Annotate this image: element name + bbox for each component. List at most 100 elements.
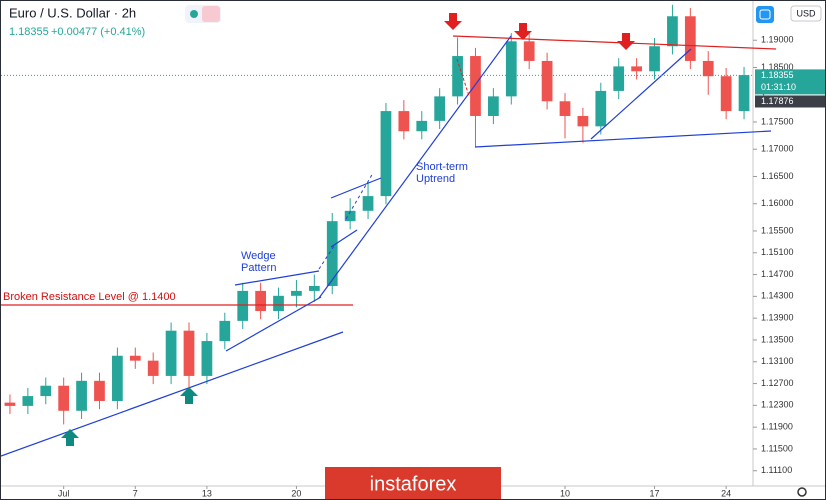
x-tick-label: 7	[133, 488, 138, 498]
up-arrows	[61, 387, 198, 446]
watermark: instaforex	[370, 473, 457, 495]
x-tick-label: 20	[291, 488, 301, 498]
y-tick-label: 1.12300	[761, 400, 794, 410]
candle-body	[684, 16, 696, 61]
candle-body	[4, 402, 16, 406]
candle-body	[147, 360, 159, 376]
y-tick-label: 1.11500	[761, 443, 793, 453]
candles	[4, 4, 750, 425]
x-tick-label: 24	[721, 488, 731, 498]
arrow-up	[180, 387, 198, 404]
candle-body	[76, 380, 87, 411]
candle-body	[237, 290, 249, 321]
prev-price-label: 1.17876	[761, 96, 794, 106]
candle-body	[649, 46, 660, 72]
annotation: Pattern	[241, 262, 276, 274]
settings-button[interactable]	[797, 487, 807, 497]
icon	[759, 9, 771, 20]
y-tick-label: 1.16500	[761, 171, 794, 181]
candle-body	[165, 330, 177, 376]
candle-body	[738, 75, 750, 112]
candle-body	[416, 120, 428, 132]
currency-button[interactable]	[790, 5, 822, 22]
candle-body	[470, 56, 481, 116]
y-tick-label: 1.17000	[761, 144, 794, 154]
candle-body	[273, 295, 284, 312]
channel-line	[330, 177, 382, 199]
candle-body	[595, 90, 607, 127]
candle-body	[201, 341, 213, 376]
wedge-line	[234, 270, 320, 286]
annotation: Broken Resistance Level @ 1.1400	[3, 291, 176, 303]
price-label-box	[755, 69, 825, 95]
candle-body	[308, 286, 320, 291]
candle-body	[40, 385, 52, 397]
y-tick-label: 1.17500	[761, 116, 794, 126]
y-tick-label: 1.15500	[761, 225, 794, 235]
candle-body	[505, 41, 517, 97]
prev-price-box	[755, 95, 825, 108]
candle-body	[434, 96, 446, 121]
y-tick-label: 1.12700	[761, 378, 794, 388]
candle-body	[255, 290, 266, 312]
support-line	[474, 130, 772, 148]
x-tick-label: 13	[202, 488, 212, 498]
price-change: +0.00477 (+0.41%)	[51, 26, 145, 38]
candle-body	[219, 320, 231, 342]
candle-body	[362, 196, 374, 211]
y-tick-label: 1.16000	[761, 198, 794, 208]
candle-body	[291, 290, 302, 296]
candle-body	[94, 380, 105, 401]
candle-body	[523, 41, 535, 61]
icon	[190, 10, 198, 18]
arrow-up	[61, 429, 79, 446]
y-tick-label: 1.19000	[761, 35, 794, 45]
candle-body	[344, 210, 356, 222]
candle-body	[398, 111, 410, 132]
x-tick-label: 10	[560, 488, 570, 498]
y-tick-label: 1.14700	[761, 269, 794, 279]
candle-body	[129, 355, 141, 361]
candle-body	[720, 76, 732, 112]
projection	[456, 58, 470, 97]
annotation: Wedge	[241, 250, 276, 262]
candle-body	[613, 66, 625, 91]
y-tick-label: 1.13500	[761, 334, 794, 344]
candle-body	[577, 115, 589, 127]
candle-body	[631, 66, 642, 72]
candle-body	[380, 111, 392, 197]
drawings	[1, 35, 777, 457]
uptrend-line	[318, 35, 512, 299]
arrow-down	[514, 23, 532, 40]
top-line	[452, 35, 777, 50]
trend-line	[1, 331, 344, 457]
fullscreen-button[interactable]	[756, 6, 774, 23]
y-tick-label: 1.14300	[761, 291, 794, 301]
x-tick-label: Jul	[58, 488, 70, 498]
trend-line	[590, 48, 692, 140]
candle-body	[452, 56, 463, 97]
candle-body	[488, 96, 499, 116]
candle-body	[183, 330, 195, 376]
arrow-down	[617, 33, 635, 50]
candle-body	[22, 396, 34, 406]
candle-body	[667, 16, 678, 47]
currency: USD	[796, 8, 816, 18]
wedge-line	[225, 296, 322, 352]
y-tick-label: 1.11900	[761, 422, 793, 432]
y-tick-label: 1.11100	[761, 465, 792, 475]
candle-body	[541, 60, 553, 102]
y-tick-label: 1.13900	[761, 313, 794, 323]
y-tick-label: 1.15100	[761, 247, 794, 257]
countdown: 01:31:10	[761, 82, 796, 92]
candle-body	[702, 60, 714, 77]
arrow-down	[444, 13, 462, 30]
down-arrows	[444, 13, 635, 50]
channel-line	[330, 229, 358, 248]
y-tick-label: 1.13100	[761, 356, 794, 366]
annotation: Uptrend	[416, 173, 455, 185]
candle-body	[58, 385, 70, 411]
projection	[318, 172, 374, 270]
